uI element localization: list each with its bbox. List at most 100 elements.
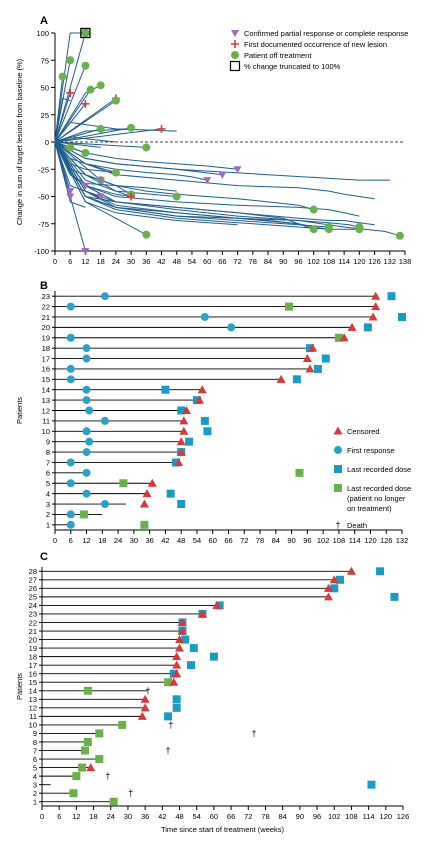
last-dose-off-marker (69, 789, 78, 798)
x-tick-label: 78 (261, 812, 269, 821)
x-tick-label: 102 (307, 257, 320, 266)
series-line (54, 92, 71, 143)
censored-marker (176, 437, 186, 446)
x-tick-label: 48 (177, 536, 185, 545)
censored-marker (174, 457, 184, 466)
last-dose-off-marker (164, 678, 173, 687)
patient-row: 12 (29, 703, 181, 713)
last-dose-off-marker (334, 333, 343, 342)
first-response-marker (85, 406, 94, 415)
x-tick-label: 102 (317, 536, 330, 545)
legend-marker (231, 51, 239, 59)
censored-marker (177, 617, 187, 626)
x-tick-label: 6 (69, 536, 73, 545)
first-response-marker (82, 344, 91, 353)
patient-row: 2 † (33, 788, 133, 798)
x-tick-label: 90 (296, 812, 304, 821)
censored-marker (305, 364, 315, 373)
off-treatment-point (309, 225, 318, 234)
patient-label: 20 (29, 635, 37, 644)
patient-row: 15 (42, 374, 301, 384)
patient-label: 16 (29, 669, 37, 678)
patient-row: 14 (42, 385, 207, 395)
patient-label: 10 (42, 427, 50, 436)
death-marker: † (252, 728, 257, 738)
y-tick-label: -50 (38, 193, 49, 202)
off-treatment-point (66, 143, 75, 152)
patient-label: 9 (46, 437, 50, 446)
censored-marker (177, 626, 187, 635)
panel-a-label: A (40, 15, 48, 27)
death-marker: † (105, 771, 110, 781)
patient-row: 8 (33, 738, 92, 747)
last-dose-marker (169, 669, 178, 678)
x-tick-label: 72 (240, 536, 248, 545)
x-tick-label: 84 (278, 812, 286, 821)
censored-marker (276, 374, 286, 383)
patient-label: 1 (46, 521, 50, 530)
patient-label: 6 (33, 755, 37, 764)
off-treatment-point (81, 61, 90, 70)
x-tick-label: 24 (114, 536, 122, 545)
x-tick-label: 36 (142, 257, 150, 266)
x-tick-label: 60 (203, 257, 211, 266)
patient-row: 7 (46, 457, 184, 467)
patient-row: 10 (42, 426, 212, 436)
first-response-marker (82, 448, 91, 457)
last-dose-marker (387, 292, 396, 301)
last-dose-marker (171, 458, 180, 467)
patient-row: 1 (33, 798, 118, 807)
legend-label: Confirmed partial response or complete r… (244, 29, 408, 38)
patient-label: 4 (46, 489, 50, 498)
last-dose-marker (209, 652, 218, 661)
x-tick-label: 138 (399, 257, 412, 266)
death-marker: † (146, 686, 151, 696)
series-line (54, 141, 116, 173)
last-dose-marker (313, 364, 322, 373)
x-tick-label: 0 (53, 536, 57, 545)
censored-marker (324, 583, 334, 592)
censored-marker (302, 354, 312, 363)
last-dose-off-marker (83, 686, 92, 695)
legend-marker (334, 465, 342, 473)
last-dose-off-marker (72, 772, 81, 781)
censored-marker (197, 385, 207, 394)
panel-a: A 100 75 50 25 0 -25 -50 -75 -100 0 6 12 18 24 30 36 42 48… (15, 15, 411, 266)
y-tick-label: -100 (34, 247, 49, 256)
x-tick-label: 60 (209, 536, 217, 545)
last-dose-off-marker (95, 755, 104, 764)
last-dose-marker (189, 644, 198, 653)
patient-row: 16 (42, 364, 322, 374)
x-tick-label: 36 (145, 536, 153, 545)
patient-row: 17 (42, 354, 330, 363)
legend-label: Censored (347, 427, 380, 436)
patient-row: 1 (46, 521, 149, 530)
patient-label: 5 (46, 479, 50, 488)
censored-marker (137, 711, 147, 720)
death-marker: † (166, 746, 171, 756)
censored-marker (175, 635, 185, 644)
response-point (66, 188, 75, 196)
patient-label: 3 (33, 780, 37, 789)
x-tick-label: 102 (328, 812, 341, 821)
x-tick-label: 126 (397, 812, 410, 821)
last-dose-off-marker (83, 737, 92, 746)
patient-label: 2 (46, 510, 50, 519)
legend-label: (patient no longer (347, 494, 406, 503)
censored-marker (172, 669, 182, 678)
censored-marker (175, 643, 185, 652)
patient-label: 12 (29, 704, 37, 713)
legend-marker (231, 40, 239, 48)
censored-marker (346, 566, 356, 575)
x-tick-label: 66 (227, 812, 235, 821)
last-dose-marker (363, 323, 372, 332)
patient-row: 20 (42, 322, 372, 332)
patient-row: 11 (29, 711, 173, 721)
first-response-marker (100, 292, 109, 301)
patient-label: 19 (29, 644, 37, 653)
off-treatment-point (66, 56, 75, 65)
last-dose-marker (177, 406, 186, 415)
patient-row: 6 (46, 469, 304, 478)
x-tick-label: 114 (349, 536, 361, 545)
